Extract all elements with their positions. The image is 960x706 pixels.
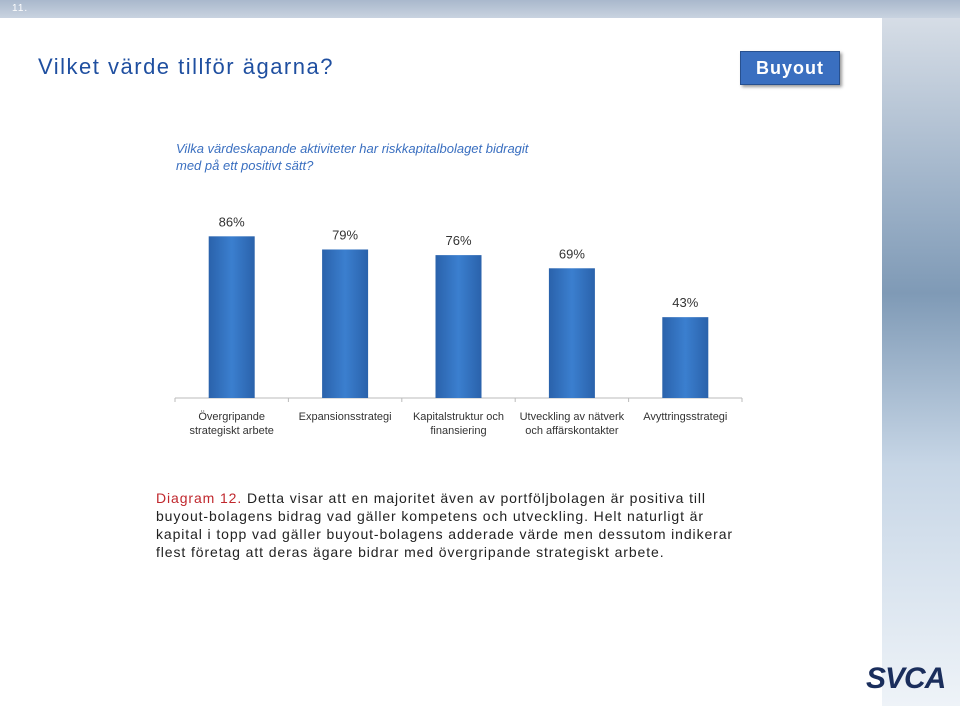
page-number: 11.: [12, 3, 29, 14]
slide-title: Vilket värde tillför ägarna?: [38, 54, 334, 79]
caption: Diagram 12. Detta visar att en majoritet…: [156, 489, 736, 561]
caption-text: Detta visar att en majoritet även av por…: [156, 490, 733, 560]
side-photo: [882, 18, 960, 706]
value-label: 43%: [672, 295, 698, 310]
value-label: 69%: [559, 246, 585, 261]
x-tick-label: Övergripande strategiskt arbete: [189, 411, 274, 437]
badge: Buyout: [740, 51, 840, 85]
x-tick-label: Utveckling av nätverk och affärskontakte…: [519, 411, 625, 437]
bar: [208, 236, 255, 398]
x-tick-label: Kapitalstruktur och finansiering: [412, 411, 505, 437]
bar: [662, 317, 709, 398]
value-label: 79%: [332, 227, 358, 242]
logo: SVCA: [866, 662, 946, 695]
x-tick-label: Avyttringsstrategi: [643, 411, 728, 423]
caption-label: Diagram 12.: [156, 490, 243, 506]
chart-subtitle: Vilka värdeskapande aktiviteter har risk…: [176, 141, 529, 173]
bar: [435, 255, 482, 398]
value-label: 86%: [219, 214, 245, 229]
top-bar: 11.: [0, 0, 960, 18]
value-label: 76%: [445, 233, 471, 248]
bar: [548, 268, 595, 398]
x-tick-label: Expansionsstrategi: [298, 411, 392, 423]
bar: [322, 249, 369, 398]
